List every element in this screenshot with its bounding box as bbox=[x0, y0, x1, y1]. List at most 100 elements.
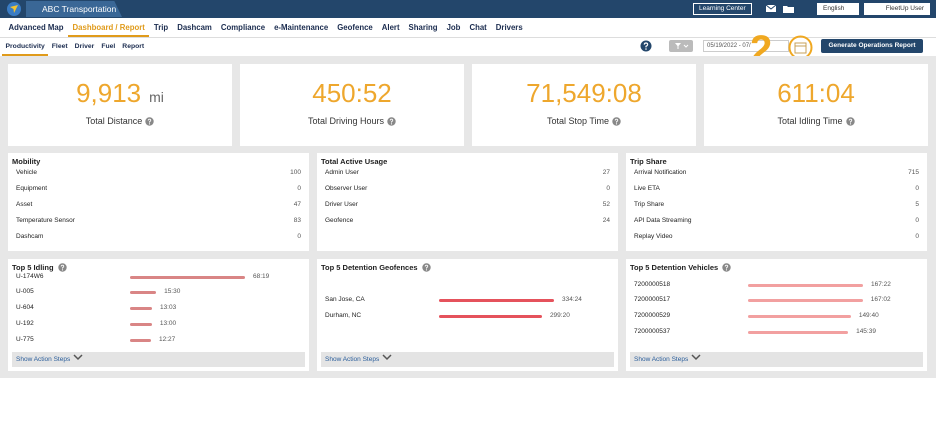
footer-text: Show Action Steps bbox=[325, 356, 380, 363]
kpi-label: Total Distance bbox=[8, 116, 232, 126]
kpi-value: 450:52 bbox=[240, 78, 464, 109]
row-label: Temperature Sensor bbox=[16, 217, 75, 224]
help bbox=[843, 117, 855, 126]
stats-table: Trip Share Arrival Notification 715 Live ET… bbox=[626, 153, 927, 251]
nav-item[interactable]: Compliance bbox=[220, 23, 266, 32]
nav-item[interactable]: Alert bbox=[381, 23, 400, 32]
top-list: Top 5 Detention Geofences San Jose, CA 334… bbox=[317, 259, 618, 371]
bar bbox=[130, 307, 152, 311]
kpi-number: 611:04 bbox=[777, 78, 855, 108]
show-action-steps[interactable]: Show Action Steps bbox=[12, 352, 305, 367]
kpi-label-text: Total Driving Hours bbox=[307, 116, 385, 126]
sub-tab[interactable]: Productivity bbox=[2, 38, 49, 56]
filter-button[interactable] bbox=[669, 40, 693, 52]
bar-value: 167:22 bbox=[871, 280, 891, 288]
bar bbox=[439, 315, 542, 318]
footer-text: Show Action Steps bbox=[16, 356, 71, 363]
row-value: 0 bbox=[297, 233, 301, 240]
dashboard: 9,913 mi Total Distance 450:52 Total Driving… bbox=[0, 56, 936, 378]
sub-tab[interactable]: Fleet bbox=[51, 43, 68, 50]
stats-table: Total Active Usage Admin User 27 Observer U… bbox=[317, 153, 618, 251]
row-label: Arrival Notification bbox=[634, 169, 687, 176]
kpi-card: 611:04 Total Idling Time bbox=[704, 64, 928, 146]
nav-item[interactable]: Sharing bbox=[408, 23, 438, 32]
row-value: 0 bbox=[915, 217, 919, 224]
learning-center-button[interactable]: Learning Center bbox=[693, 3, 752, 15]
item-label: 7200000529 bbox=[634, 312, 671, 319]
help bbox=[384, 117, 396, 126]
list-title-text: Top 5 Idling bbox=[12, 263, 54, 272]
chevron bbox=[382, 354, 392, 361]
generate-report-button[interactable]: Generate Operations Report bbox=[821, 39, 923, 53]
user: FleetUp User bbox=[885, 5, 924, 12]
row-value: 83 bbox=[293, 217, 301, 224]
show-action-steps[interactable]: Show Action Steps bbox=[321, 352, 614, 367]
language-select[interactable]: English bbox=[817, 3, 859, 15]
kpi-label-text: Total Distance bbox=[85, 116, 143, 126]
bar-value: 167:02 bbox=[870, 296, 891, 304]
kpi-unit: mi bbox=[149, 89, 164, 105]
kpi-value: 9,913 mi bbox=[8, 78, 232, 109]
help-icon bbox=[421, 263, 431, 272]
bar-value: 68:19 bbox=[253, 272, 270, 280]
show-action-steps[interactable]: Show Action Steps bbox=[630, 352, 923, 367]
row-label: Equipment bbox=[16, 185, 48, 192]
help-icon bbox=[845, 117, 855, 126]
row-value: 47 bbox=[293, 201, 301, 208]
row-value: 715 bbox=[908, 169, 919, 176]
bar-value: 145:39 bbox=[856, 327, 876, 335]
row-value: 0 bbox=[606, 185, 610, 192]
list-title-text: Top 5 Detention Vehicles bbox=[630, 263, 719, 272]
row-label: Dashcam bbox=[16, 233, 44, 240]
nav-item[interactable]: Chat bbox=[469, 23, 487, 32]
bar-value: 13:03 bbox=[159, 304, 177, 312]
top-bar: ABC Transportation Learning Center Engli… bbox=[0, 0, 936, 18]
nav-item[interactable]: Dashboard / Report bbox=[68, 18, 150, 37]
kpi-card: 71,549:08 Total Stop Time bbox=[472, 64, 696, 146]
kpi-card: 9,913 mi Total Distance bbox=[8, 64, 232, 146]
row-value: 0 bbox=[915, 185, 919, 192]
nav-item[interactable]: Advanced Map bbox=[8, 23, 64, 32]
nav-item[interactable]: Drivers bbox=[495, 23, 523, 32]
bar bbox=[130, 291, 157, 295]
bar bbox=[130, 338, 151, 342]
help-icon bbox=[612, 117, 621, 126]
nav-item[interactable]: Trip bbox=[153, 23, 169, 32]
brand[interactable]: ABC Transportation bbox=[26, 1, 122, 17]
stats-table: Mobility Vehicle 100 Equipment 0 Asset 47 Tempe… bbox=[8, 153, 309, 251]
table-title: Total Active Usage bbox=[321, 157, 388, 166]
nav-item[interactable]: e-Maintenance bbox=[274, 23, 329, 32]
sub-nav: Productivity Fleet Driver Fuel Report bbox=[0, 37, 936, 56]
kpi-number: 71,549:08 bbox=[526, 78, 642, 108]
nav-item[interactable]: Geofence bbox=[337, 23, 373, 32]
logo[interactable] bbox=[5, 1, 23, 17]
item-label: San Jose, CA bbox=[325, 296, 365, 304]
kpi-number: 9,913 bbox=[76, 78, 142, 108]
bar bbox=[130, 275, 245, 279]
help-icon bbox=[722, 263, 731, 272]
bar bbox=[748, 299, 863, 303]
row-label: Vehicle bbox=[16, 169, 37, 176]
sub-tab[interactable]: Driver bbox=[74, 43, 95, 50]
kpi-label-text: Total Idling Time bbox=[777, 116, 843, 126]
nav-item[interactable]: Job bbox=[446, 23, 461, 32]
bar-value: 12:27 bbox=[158, 335, 176, 343]
row-label: Replay Video bbox=[634, 233, 673, 240]
help bbox=[609, 117, 621, 126]
item-label: 7200000537 bbox=[634, 327, 671, 335]
top-list: Top 5 Idling U-174W6 68:19 U-005 15:30 U-604 1… bbox=[8, 259, 309, 371]
user-menu[interactable]: FleetUp User bbox=[864, 3, 930, 15]
sub-tab[interactable]: Fuel bbox=[101, 43, 116, 50]
row-value: 100 bbox=[290, 169, 301, 176]
sub-tab[interactable]: Report bbox=[122, 43, 145, 50]
chevron bbox=[73, 354, 83, 361]
row-label: Trip Share bbox=[634, 201, 665, 208]
icons[interactable] bbox=[765, 4, 795, 14]
nav-item[interactable]: Dashcam bbox=[177, 23, 212, 32]
footer-text: Show Action Steps bbox=[634, 356, 689, 363]
help-icon[interactable] bbox=[640, 40, 652, 52]
date-range[interactable]: 05/19/2022 - 07/ bbox=[703, 40, 789, 52]
row-value: 0 bbox=[915, 233, 919, 240]
item-label: 7200000517 bbox=[634, 296, 671, 304]
